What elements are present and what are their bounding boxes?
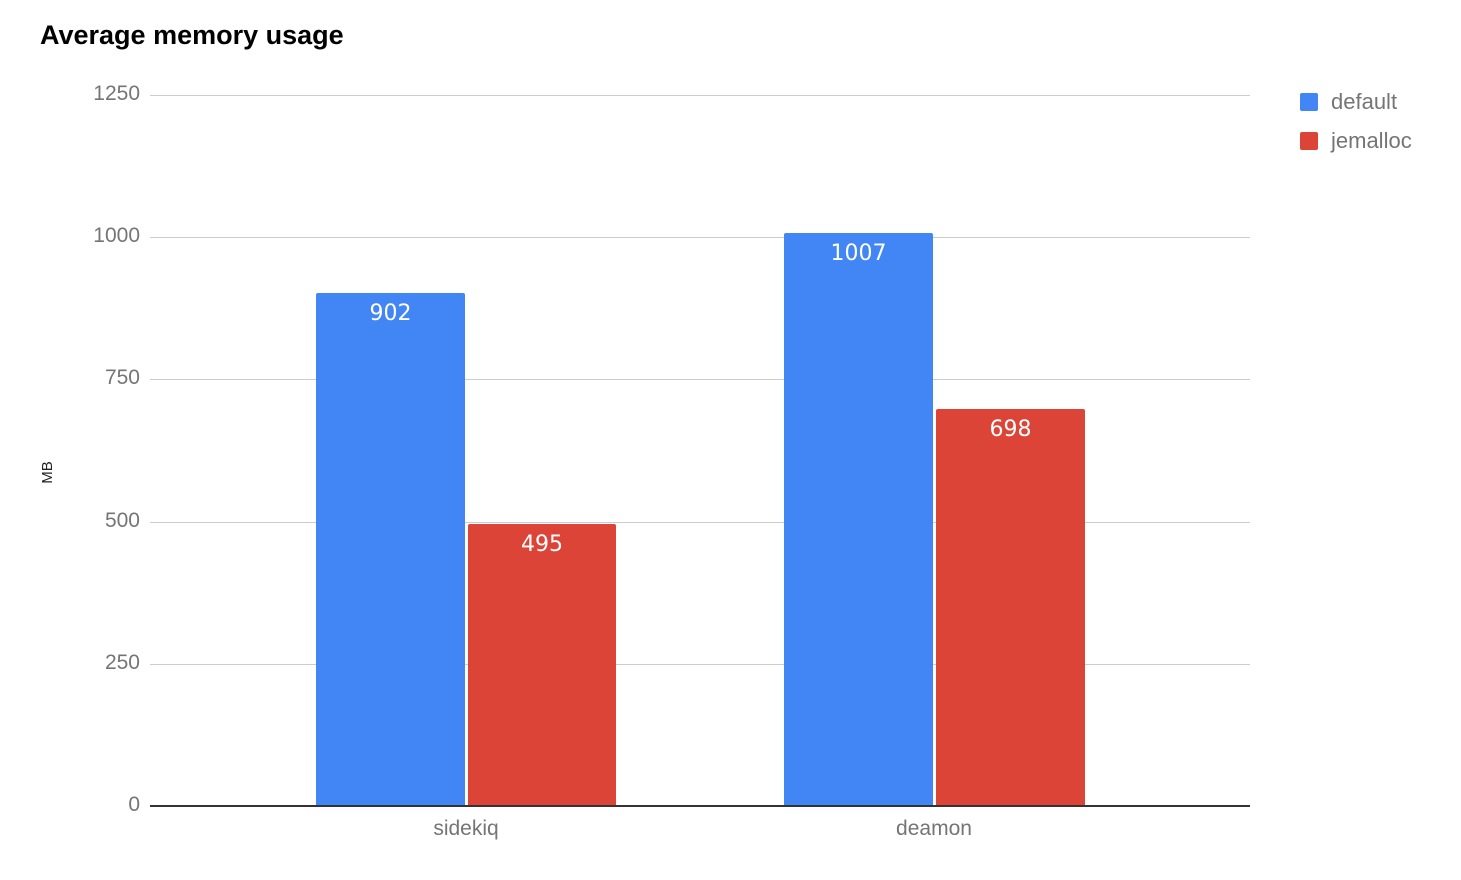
bar-value-label: 902 [369, 301, 412, 326]
y-tick-250: 250 [104, 651, 140, 674]
legend-item-default[interactable]: default [1300, 82, 1412, 121]
legend-label: jemalloc [1331, 127, 1412, 153]
legend: default jemalloc [1300, 82, 1412, 160]
gridline [150, 664, 1250, 665]
chart-title: Average memory usage [40, 20, 344, 50]
legend-item-jemalloc[interactable]: jemalloc [1300, 121, 1412, 160]
x-axis-baseline [150, 805, 1250, 807]
bar-value-label: 1007 [830, 241, 887, 266]
y-tick-0: 0 [128, 793, 140, 816]
y-tick-1000: 1000 [93, 224, 140, 247]
bar-value-label: 698 [989, 417, 1032, 442]
legend-label: default [1331, 88, 1398, 114]
gridline [150, 95, 1250, 96]
x-tick-deamon: deamon [896, 817, 972, 840]
y-tick-1250: 1250 [93, 82, 140, 105]
gridline [150, 522, 1250, 523]
bar-deamon-jemalloc[interactable]: 698 [936, 409, 1085, 806]
legend-swatch-icon [1300, 131, 1318, 150]
y-axis-label: MB [38, 461, 56, 484]
bar-sidekiq-default[interactable]: 902 [316, 293, 465, 806]
legend-swatch-icon [1300, 92, 1318, 111]
bar-value-label: 495 [521, 532, 563, 557]
bar-deamon-default[interactable]: 1007 [784, 233, 933, 806]
y-tick-750: 750 [104, 366, 140, 389]
x-tick-sidekiq: sidekiq [433, 817, 499, 840]
y-tick-500: 500 [104, 509, 140, 532]
gridline [150, 379, 1250, 380]
bar-sidekiq-jemalloc[interactable]: 495 [468, 524, 616, 806]
gridline [150, 237, 1250, 238]
plot-area: 902 495 1007 698 [150, 95, 1250, 807]
